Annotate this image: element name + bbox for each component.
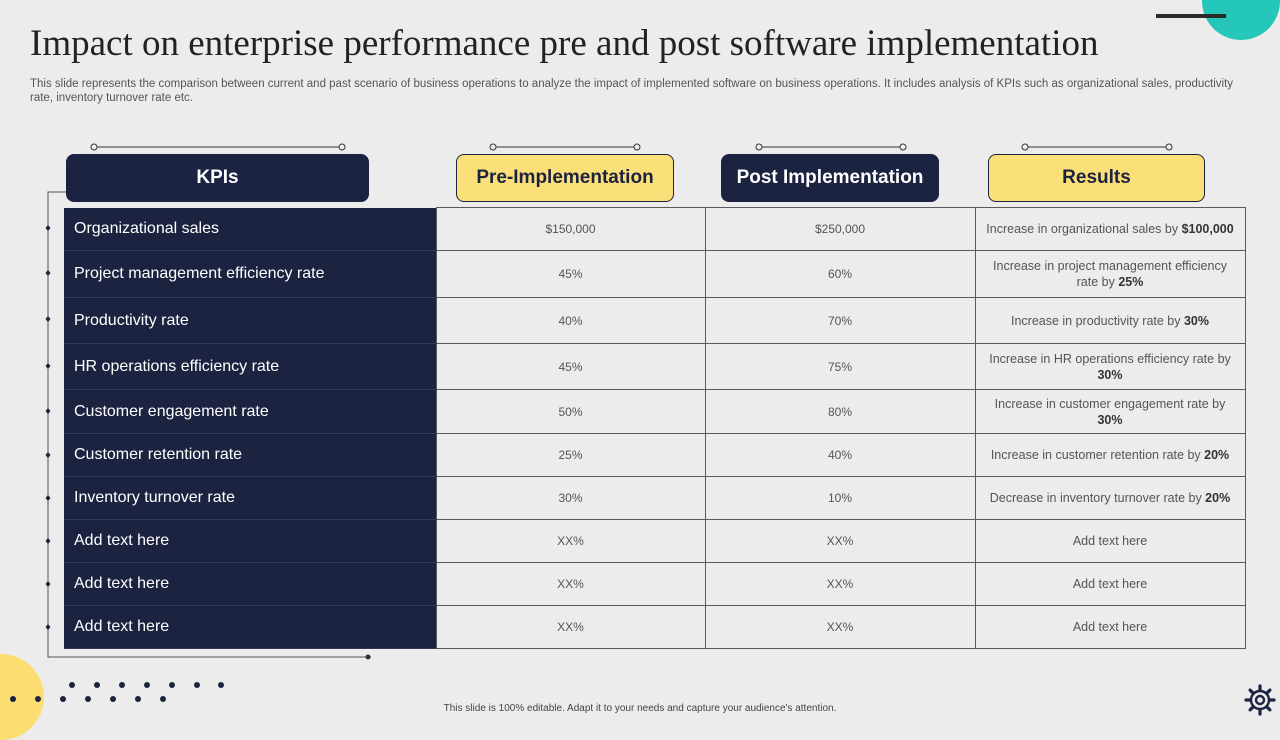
header-pre-implementation: Pre-Implementation (456, 154, 674, 202)
header-connector (1021, 143, 1173, 151)
kpi-name: Project management efficiency rate (64, 250, 436, 298)
pre-value: $150,000 (435, 207, 706, 251)
kpi-name: Customer retention rate (64, 433, 436, 477)
result-value: $100,000 (1181, 222, 1234, 236)
post-value: XX% (704, 562, 976, 606)
result-value: 30% (1097, 412, 1123, 427)
pre-value: 30% (435, 476, 706, 520)
result-cell: Decrease in inventory turnover rate by 2… (974, 476, 1246, 520)
header-post-implementation: Post Implementation (721, 154, 939, 202)
result-text: Increase in customer engagement rate by (994, 396, 1226, 411)
post-value: XX% (704, 519, 976, 563)
table-row: Add text here XX% XX% Add text here (64, 519, 1246, 563)
result-text: Add text here (1072, 620, 1148, 634)
kpi-name: Organizational sales (64, 207, 436, 251)
header-kpis: KPIs (66, 154, 369, 202)
result-cell: Increase in HR operations efficiency rat… (974, 343, 1246, 390)
post-value: 40% (704, 433, 976, 477)
pre-value: XX% (435, 562, 706, 606)
kpi-name: Productivity rate (64, 297, 436, 344)
table-row: Project management efficiency rate 45% 6… (64, 250, 1246, 298)
result-value: 20% (1204, 448, 1230, 462)
header-connector (755, 143, 907, 151)
result-cell: Increase in organizational sales by $100… (974, 207, 1246, 251)
result-value: 30% (1183, 313, 1210, 328)
table-row: Organizational sales $150,000 $250,000 I… (64, 207, 1246, 251)
table-row: Customer retention rate 25% 40% Increase… (64, 433, 1246, 477)
kpi-name: Add text here (64, 605, 436, 649)
post-value: 75% (704, 343, 976, 390)
post-value: 60% (704, 250, 976, 298)
result-value: 20% (1205, 491, 1231, 505)
pre-value: 40% (435, 297, 706, 344)
result-cell: Increase in project management efficienc… (974, 250, 1246, 298)
result-text: Decrease in inventory turnover rate by (989, 491, 1206, 505)
header-connector (90, 143, 346, 151)
footer-note: This slide is 100% editable. Adapt it to… (443, 703, 837, 714)
result-cell: Add text here (974, 605, 1246, 649)
result-text: Increase in organizational sales by (986, 222, 1182, 236)
result-cell: Add text here (974, 519, 1246, 563)
post-value: $250,000 (704, 207, 976, 251)
result-value: 30% (1097, 367, 1123, 382)
post-value: XX% (704, 605, 976, 649)
table-row: Inventory turnover rate 30% 10% Decrease… (64, 476, 1246, 520)
post-value: 10% (704, 476, 976, 520)
pre-value: 45% (435, 250, 706, 298)
result-text: Increase in HR operations efficiency rat… (989, 351, 1231, 366)
result-cell: Increase in customer engagement rate by … (974, 389, 1246, 434)
decorative-circle-yellow (0, 654, 44, 740)
result-value: 25% (1118, 275, 1144, 289)
table-row: Add text here XX% XX% Add text here (64, 605, 1246, 649)
result-text: Increase in productivity rate by (1010, 313, 1184, 328)
result-text: Increase in project management efficienc… (993, 259, 1227, 289)
kpi-name: Add text here (64, 519, 436, 563)
page-subtitle: This slide represents the comparison bet… (30, 78, 1234, 104)
pre-value: 50% (435, 389, 706, 434)
result-cell: Increase in productivity rate by 30% (974, 297, 1246, 344)
kpi-name: Customer engagement rate (64, 389, 436, 434)
table-row: Productivity rate 40% 70% Increase in pr… (64, 297, 1246, 344)
result-cell: Add text here (974, 562, 1246, 606)
decorative-bar (1156, 14, 1226, 18)
header-connector (489, 143, 641, 151)
post-value: 80% (704, 389, 976, 434)
kpi-bracket (45, 191, 371, 660)
header-results: Results (988, 154, 1205, 202)
pre-value: XX% (435, 605, 706, 649)
kpi-name: Add text here (64, 562, 436, 606)
table-row: Add text here XX% XX% Add text here (64, 562, 1246, 606)
kpi-name: Inventory turnover rate (64, 476, 436, 520)
page-title: Impact on enterprise performance pre and… (30, 23, 1099, 64)
result-cell: Increase in customer retention rate by 2… (974, 433, 1246, 477)
gear-icon (1244, 684, 1276, 716)
decorative-circle-teal (1202, 0, 1280, 40)
result-text: Add text here (1072, 534, 1148, 548)
table-row: HR operations efficiency rate 45% 75% In… (64, 343, 1246, 390)
pre-value: XX% (435, 519, 706, 563)
result-text: Increase in customer retention rate by (990, 448, 1205, 462)
pre-value: 45% (435, 343, 706, 390)
post-value: 70% (704, 297, 976, 344)
result-text: Add text here (1072, 577, 1148, 591)
kpi-name: HR operations efficiency rate (64, 343, 436, 390)
pre-value: 25% (435, 433, 706, 477)
kpi-comparison-table: Organizational sales $150,000 $250,000 I… (64, 207, 1246, 649)
table-row: Customer engagement rate 50% 80% Increas… (64, 389, 1246, 434)
